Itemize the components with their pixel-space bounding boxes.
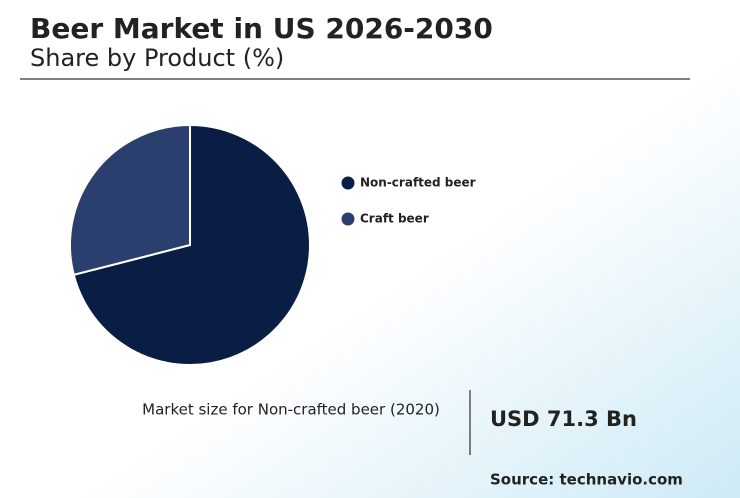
legend-swatch: [341, 176, 355, 190]
pie-slice: [69, 123, 191, 277]
chart-subtitle: Share by Product (%): [30, 44, 284, 72]
source: Source: technavio.com: [490, 471, 683, 489]
legend-label: Non-crafted beer: [360, 176, 476, 190]
legend-swatch: [341, 212, 355, 226]
chart-title: Beer Market in US 2026-2030: [30, 12, 493, 45]
annotation-value: USD 71.3 Bn: [490, 407, 637, 431]
annotation-label: Market size for Non-crafted beer (2020): [142, 401, 440, 419]
pie-slice: [72, 123, 311, 366]
legend-label: Craft beer: [360, 212, 429, 226]
